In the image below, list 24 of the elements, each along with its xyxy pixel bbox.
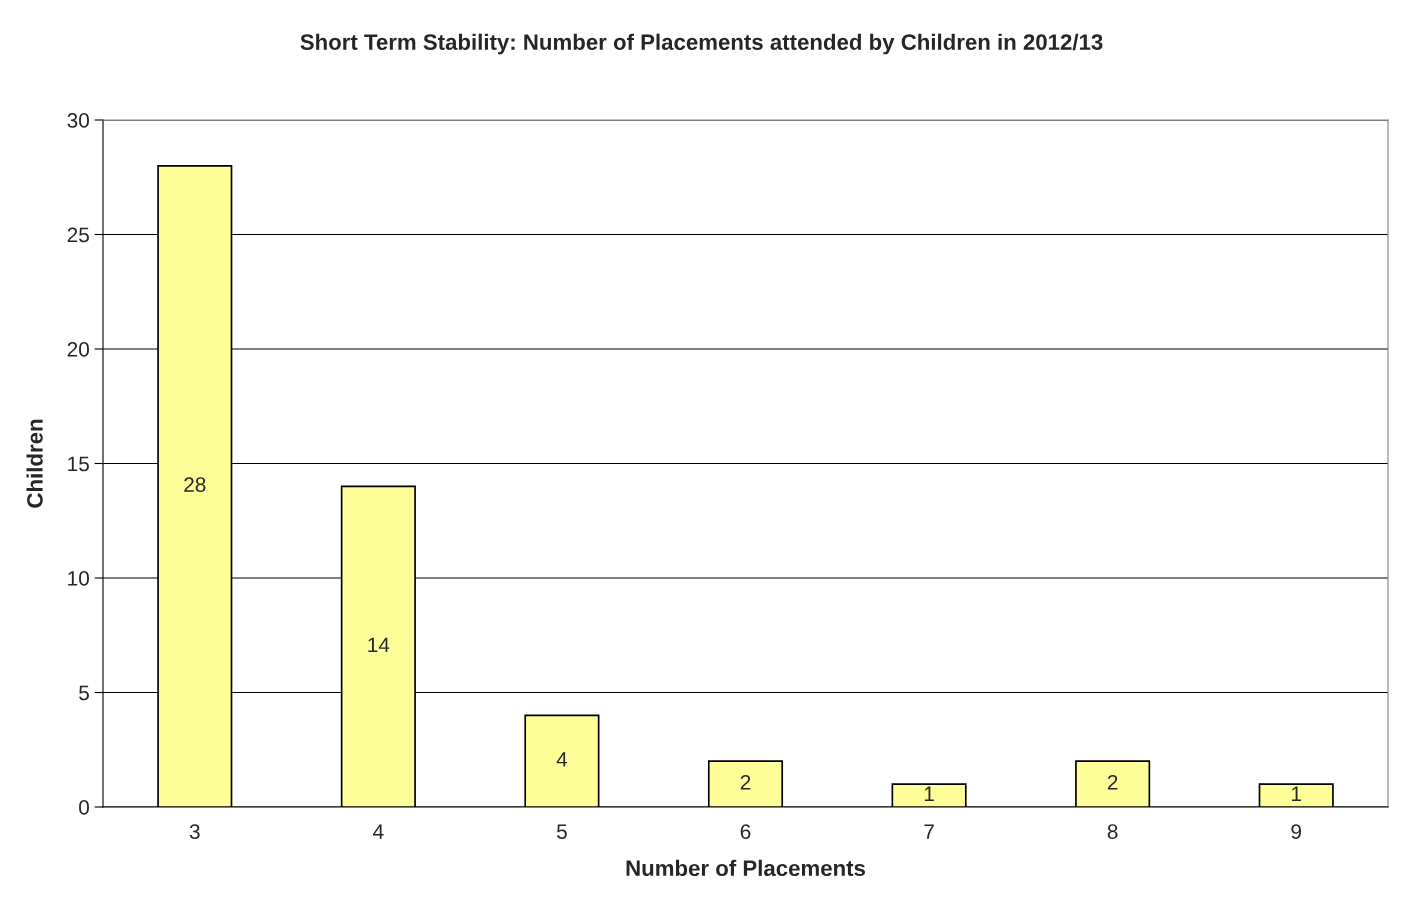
data-label: 1: [1292, 786, 1301, 801]
x-tick-label: 3: [189, 824, 200, 839]
data-label: 4: [556, 752, 568, 767]
data-label: 28: [184, 477, 206, 492]
y-tick-label: 30: [67, 113, 89, 128]
chart-title: Short Term Stability: Number of Placements attended by Children in 2012/13: [300, 33, 1103, 55]
x-tick-label: 8: [1107, 824, 1118, 839]
x-tick-label: 5: [556, 824, 567, 839]
x-tick-label: 9: [1291, 824, 1302, 839]
data-label: 2: [1107, 774, 1118, 790]
y-tick-label: 20: [67, 342, 89, 357]
x-tick-label: 4: [373, 824, 384, 839]
data-label: 2: [740, 774, 751, 790]
y-tick-label: 15: [68, 456, 89, 472]
x-tick-label: 7: [924, 824, 934, 839]
y-axis-title: Children: [26, 419, 43, 508]
y-tick-label: 10: [68, 571, 89, 586]
data-label: 14: [368, 637, 390, 653]
data-label: 1: [924, 786, 934, 801]
y-tick-label: 5: [79, 685, 89, 701]
x-tick-label: 6: [740, 824, 751, 839]
x-axis-title: Number of Placements: [626, 859, 865, 877]
y-tick-label: 25: [67, 227, 89, 243]
y-tick-label: 0: [79, 800, 89, 815]
